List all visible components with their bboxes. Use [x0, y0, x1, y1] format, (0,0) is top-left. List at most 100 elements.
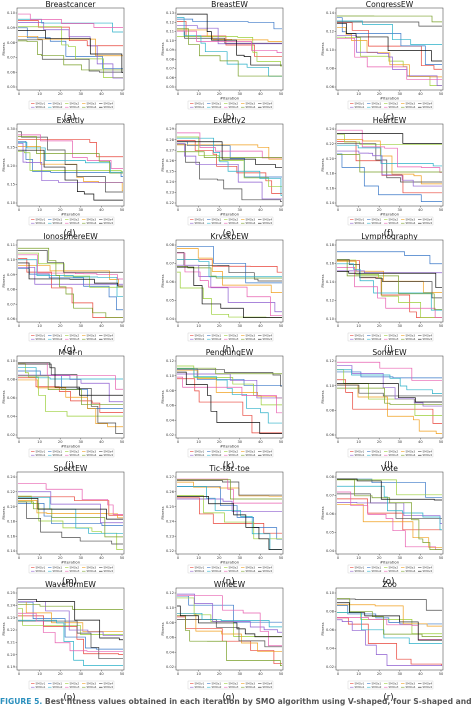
x-tick-label: 50: [120, 92, 125, 96]
legend-entry: SMOu4: [406, 453, 416, 457]
y-tick-label: 0.18: [326, 172, 335, 176]
x-tick-label: 40: [258, 92, 263, 96]
y-tick-label: 0.12: [326, 30, 334, 34]
legend-entry: SMOs3: [246, 682, 256, 686]
series-line: [337, 259, 442, 319]
series-line: [337, 384, 442, 435]
series-line: [337, 154, 442, 173]
legend-entry: SMOs4: [263, 450, 273, 454]
chart-title: PenglungEW: [206, 348, 254, 357]
y-tick-label: 0.06: [7, 317, 16, 321]
legend-entry: SMOv1: [36, 566, 46, 570]
x-tick-label: 30: [398, 324, 403, 328]
series-line: [18, 136, 123, 174]
x-tick-label: 10: [196, 440, 201, 444]
y-tick-label: 0.06: [326, 628, 335, 632]
y-tick-label: 0.08: [326, 475, 335, 479]
x-tick-label: 10: [37, 92, 42, 96]
panel-letter: (n): [222, 577, 234, 587]
y-tick-label: 0.04: [166, 418, 175, 422]
legend-entry: SMOs4: [263, 218, 273, 222]
x-tick-label: 40: [258, 556, 263, 560]
x-tick-label: 0: [337, 556, 340, 560]
y-tick-label: 0.12: [166, 20, 174, 24]
legend-entry: SMOu3: [70, 105, 80, 109]
series-line: [177, 17, 282, 77]
y-tick-label: 0.06: [326, 433, 335, 437]
y-tick-label: 0.07: [326, 494, 334, 498]
legend-entry: SMOu2: [212, 221, 222, 225]
y-tick-label: 0.10: [166, 374, 175, 378]
legend-entry: SMOv2: [423, 453, 433, 457]
series-line: [177, 495, 282, 540]
series-line: [337, 617, 442, 640]
x-tick-label: 20: [217, 324, 222, 328]
x-tick-label: 0: [337, 324, 340, 328]
legend-entry: SMOu1: [36, 221, 46, 225]
x-tick-label: 30: [398, 208, 403, 212]
legend: [187, 100, 274, 110]
panel-letter: (p): [63, 693, 75, 703]
series-line: [18, 375, 123, 406]
y-tick-label: 0.30: [7, 127, 16, 131]
legend-entry: SMOs3: [87, 450, 97, 454]
legend-entry: SMOu3: [389, 105, 399, 109]
legend: [347, 332, 434, 342]
series-line: [18, 370, 123, 409]
x-tick-label: 30: [398, 92, 403, 96]
series-line: [18, 151, 123, 173]
legend-entry: SMOu4: [406, 105, 416, 109]
y-tick-label: 0.05: [166, 299, 174, 303]
y-tick-label: 0.22: [7, 628, 15, 632]
series-line: [18, 620, 123, 660]
legend: [187, 564, 274, 574]
x-tick-label: 40: [99, 672, 104, 676]
legend-entry: SMOv1: [355, 102, 365, 106]
series-line: [177, 141, 282, 168]
chart-title: Lymphography: [361, 232, 418, 241]
y-tick-label: 0.20: [7, 653, 16, 657]
y-tick-label: 0.24: [7, 604, 16, 608]
x-tick-label: 0: [177, 324, 180, 328]
y-tick-label: 0.04: [7, 415, 16, 419]
series-line: [337, 365, 442, 407]
x-tick-label: 30: [398, 440, 403, 444]
x-tick-label: 30: [398, 672, 403, 676]
y-tick-label: 0.10: [326, 48, 335, 52]
legend-entry: SMOu4: [87, 685, 97, 689]
series-line: [177, 612, 282, 652]
legend-entry: SMOu2: [53, 453, 63, 457]
series-line: [177, 136, 282, 188]
y-tick-label: 0.10: [7, 201, 16, 205]
y-tick-label: 0.20: [7, 505, 16, 509]
series-line: [18, 250, 123, 273]
x-tick-label: 20: [58, 672, 63, 676]
legend-entry: SMOu1: [195, 453, 205, 457]
x-tick-label: 10: [196, 208, 201, 212]
legend: [28, 448, 115, 458]
series-line: [337, 22, 442, 70]
legend-entry: SMOs1: [212, 566, 222, 570]
chart-title: Breastcancer: [45, 0, 96, 9]
legend-entry: SMOs1: [53, 566, 63, 570]
legend-entry: SMOs3: [87, 682, 97, 686]
plot-area: [175, 471, 284, 555]
chart-title: Exactly2: [213, 116, 246, 125]
y-tick-label: 0.15: [7, 183, 15, 187]
series-line: [177, 371, 282, 435]
x-tick-label: 30: [238, 672, 243, 676]
legend-entry: SMOu2: [212, 337, 222, 341]
legend-entry: SMOu1: [36, 337, 46, 341]
legend-entry: SMOu1: [195, 105, 205, 109]
y-tick-label: 0.09: [166, 48, 175, 52]
legend-entry: SMOs3: [406, 102, 416, 106]
x-tick-label: 0: [337, 92, 340, 96]
x-tick-label: 20: [58, 556, 63, 560]
legend-entry: SMOu1: [355, 685, 365, 689]
legend-entry: SMOs1: [372, 682, 382, 686]
y-tick-label: 0.16: [7, 534, 16, 538]
y-tick-label: 0.06: [326, 512, 335, 516]
y-tick-label: 0.06: [166, 636, 175, 640]
series-line: [177, 132, 282, 159]
